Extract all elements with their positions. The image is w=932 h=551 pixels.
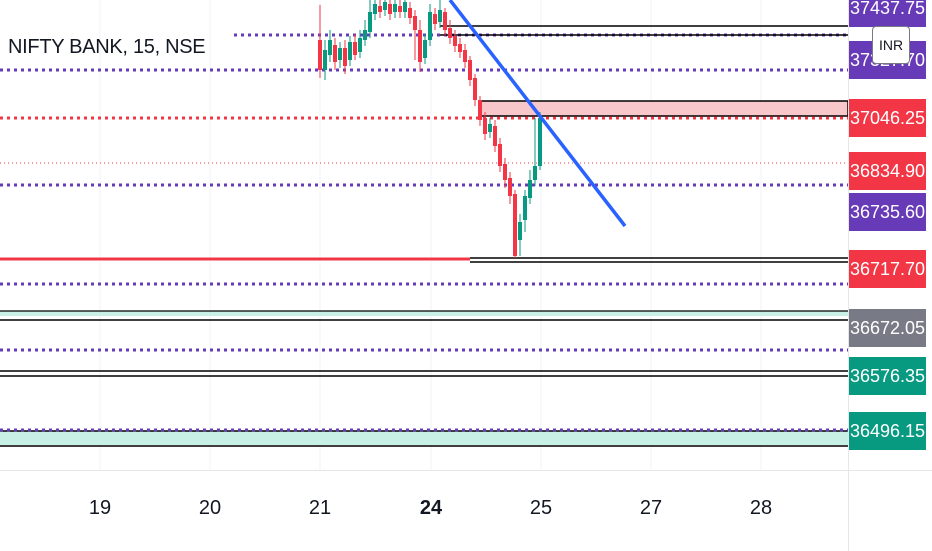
candle-body <box>363 30 367 40</box>
axis-corner <box>848 470 932 551</box>
candle-body <box>418 30 422 62</box>
price-label: 36834.90 <box>849 152 926 190</box>
candle-body <box>373 4 377 14</box>
candle-body <box>468 60 472 80</box>
price-label: 36717.70 <box>849 250 926 288</box>
candle-body <box>438 10 442 22</box>
chart-canvas[interactable] <box>0 0 848 470</box>
teal-level-band[interactable] <box>0 311 848 316</box>
price-label: 36496.15 <box>849 412 926 450</box>
candle-body <box>348 42 352 60</box>
candle-body <box>533 166 537 180</box>
candle-body <box>453 36 457 46</box>
candle-body <box>393 4 397 12</box>
currency-badge[interactable]: INR <box>872 26 910 64</box>
candle-body <box>428 12 432 40</box>
candle-body <box>318 40 322 70</box>
candle-body <box>358 38 362 52</box>
price-axis[interactable]: 37437.75 37327.70 37046.25 36834.90 3673… <box>848 0 932 470</box>
candle-body <box>328 40 332 55</box>
time-label: 27 <box>639 497 663 519</box>
candle-body <box>403 2 407 12</box>
chart-pane[interactable] <box>0 0 848 470</box>
candle-body <box>493 126 497 146</box>
candle-body <box>338 48 342 60</box>
candlestick-series[interactable] <box>318 0 542 258</box>
time-label: 25 <box>529 497 553 519</box>
candle-body <box>503 164 507 180</box>
support-zone-lower[interactable] <box>0 431 848 445</box>
candle-body <box>463 50 467 62</box>
candle-body <box>323 50 327 70</box>
candle-body <box>433 14 437 24</box>
time-label: 19 <box>88 497 112 519</box>
candle-body <box>368 12 372 32</box>
time-label: 24 <box>419 497 443 519</box>
time-label: 28 <box>749 497 773 519</box>
time-label: 21 <box>308 497 332 519</box>
candle-body <box>488 124 492 132</box>
price-label: 36672.05 <box>849 309 926 347</box>
time-label: 20 <box>198 497 222 519</box>
price-label: 37437.75 <box>849 0 926 27</box>
candle-body <box>378 6 382 12</box>
candle-body <box>343 48 347 66</box>
candle-body <box>528 180 532 198</box>
candle-body <box>508 178 512 196</box>
candle-body <box>448 28 452 38</box>
candle-body <box>458 44 462 52</box>
vertical-gridlines <box>99 0 762 470</box>
candle-body <box>483 118 487 134</box>
price-label: 36735.60 <box>849 193 926 231</box>
price-label: 36576.35 <box>849 357 926 395</box>
candle-body <box>423 40 427 58</box>
symbol-title[interactable]: NIFTY BANK, 15, NSE <box>8 36 206 58</box>
candle-body <box>333 45 337 62</box>
candle-body <box>408 8 412 18</box>
candle-body <box>473 78 477 100</box>
candle-body <box>413 16 417 30</box>
candle-body <box>388 4 392 14</box>
time-axis[interactable]: 19 20 21 24 25 27 28 <box>0 470 848 551</box>
candle-body <box>518 222 522 240</box>
trend-line[interactable] <box>448 0 627 228</box>
candle-body <box>383 2 387 10</box>
price-label: 37046.25 <box>849 99 926 137</box>
candle-body <box>478 100 482 120</box>
candle-body <box>443 12 447 30</box>
candle-body <box>523 196 527 220</box>
candle-body <box>513 194 517 256</box>
candle-body <box>398 6 402 12</box>
candle-body <box>538 118 542 166</box>
candle-body <box>353 42 357 55</box>
candle-body <box>498 144 502 166</box>
